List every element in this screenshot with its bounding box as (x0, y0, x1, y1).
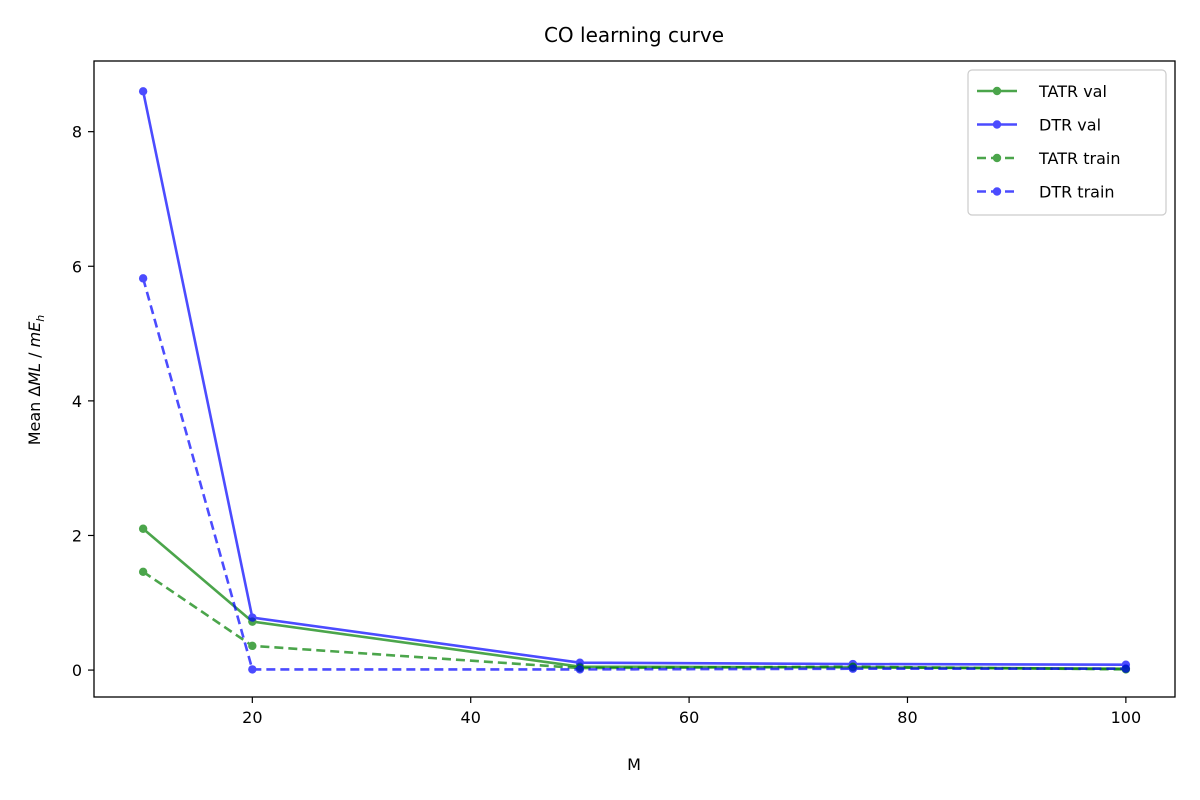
x-axis-ticks: 20 40 60 80 100 (242, 697, 1141, 727)
y-tick-label: 2 (72, 526, 82, 545)
data-point-dtr-train (575, 665, 585, 674)
data-point-dtr-val (248, 613, 257, 622)
y-tick-label: 8 (72, 123, 82, 142)
legend-label-tatr-train: TATR train (1038, 149, 1120, 168)
series-dtr-train (138, 274, 1131, 674)
y-axis-label: Mean ΔML / mEh (25, 315, 47, 446)
data-point-dtr-train (848, 664, 858, 673)
legend-label-tatr-val: TATR val (1038, 82, 1107, 101)
legend-marker (992, 120, 1002, 129)
y-tick-label: 4 (72, 392, 82, 411)
data-point-dtr-train (138, 274, 148, 283)
x-tick-label: 80 (897, 708, 917, 727)
chart-title: CO learning curve (544, 23, 724, 47)
series-line-tatr-train (142, 570, 1126, 671)
legend-swatch-dtr-train (977, 187, 1017, 196)
legend-swatch-tatr-val (977, 86, 1017, 96)
legend-swatch-tatr-train (977, 153, 1017, 163)
series-tatr-train (138, 567, 1131, 674)
legend-swatch-dtr-val (977, 120, 1017, 129)
y-tick-label: 0 (72, 661, 82, 680)
legend-marker (992, 86, 1002, 96)
x-axis-label: M (627, 755, 641, 774)
data-point-dtr-val (138, 87, 148, 96)
x-tick-label: 60 (679, 708, 699, 727)
y-tick-label: 6 (72, 257, 82, 276)
data-point-dtr-train (248, 665, 257, 674)
x-tick-label: 100 (1111, 708, 1142, 727)
data-point-tatr-val (138, 524, 148, 533)
data-point-dtr-train (1121, 664, 1131, 673)
legend-label-dtr-train: DTR train (1039, 183, 1115, 202)
y-axis-ticks: 0 2 4 6 8 (72, 123, 94, 680)
series-dtr-val (138, 87, 1131, 669)
legend-marker (992, 153, 1002, 163)
legend-label-dtr-val: DTR val (1039, 116, 1101, 135)
legend-marker (992, 187, 1002, 196)
series-tatr-val (138, 524, 1131, 673)
data-point-tatr-train (248, 641, 257, 651)
legend-box (967, 69, 1167, 216)
data-point-tatr-train (138, 567, 148, 577)
x-tick-label: 40 (461, 708, 481, 727)
plot-frame (93, 60, 1176, 698)
legend: TATR val DTR val TATR train DTR train (967, 69, 1167, 216)
series-line-dtr-train (141, 278, 1126, 671)
series-layer (138, 87, 1131, 674)
x-tick-label: 20 (242, 708, 262, 727)
